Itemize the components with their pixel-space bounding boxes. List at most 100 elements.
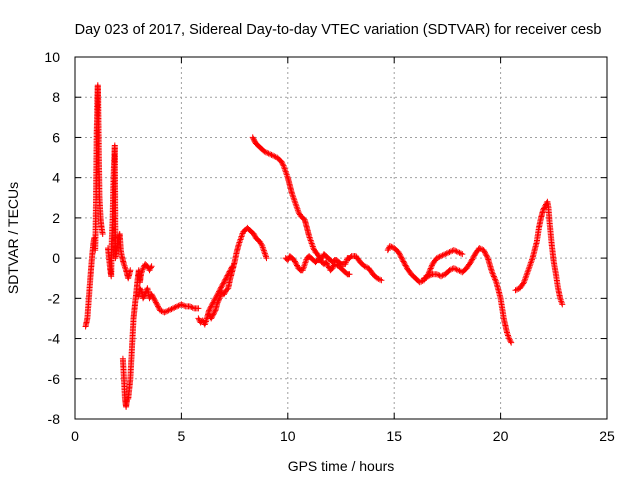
data-point	[175, 302, 182, 309]
data-point	[153, 300, 160, 307]
data-point	[457, 250, 464, 257]
data-point	[179, 302, 186, 308]
data-point	[251, 232, 258, 239]
data-point	[492, 277, 499, 284]
data-point	[450, 265, 457, 272]
data-point	[150, 294, 156, 300]
data-point	[195, 315, 202, 322]
data-point	[506, 336, 513, 343]
data-point	[155, 304, 162, 311]
data-point	[215, 298, 222, 304]
x-tick-label: 20	[493, 428, 509, 444]
data-point	[423, 273, 430, 280]
data-point	[483, 252, 490, 259]
data-point	[446, 249, 453, 256]
data-point	[377, 276, 383, 283]
data-point	[468, 257, 475, 264]
data-point	[291, 257, 298, 264]
data-point	[399, 257, 406, 264]
data-point	[258, 241, 265, 248]
data-point	[559, 301, 566, 308]
y-tick-label: 6	[52, 129, 60, 145]
data-point	[422, 274, 429, 281]
x-tick-label: 25	[599, 428, 615, 444]
x-tick-label: 10	[280, 428, 296, 444]
data-point	[211, 310, 217, 317]
data-point	[438, 273, 444, 280]
data-point	[278, 158, 285, 165]
data-point	[208, 315, 215, 322]
data-point	[361, 263, 368, 270]
data-point	[450, 247, 457, 254]
y-tick-label: -2	[48, 290, 61, 306]
data-point	[271, 153, 278, 160]
data-point	[435, 271, 442, 278]
plot-frame	[74, 56, 608, 420]
data-point	[263, 255, 270, 262]
data-point	[492, 276, 499, 283]
data-point	[489, 269, 496, 276]
data-point	[399, 255, 405, 262]
data-point	[374, 275, 381, 282]
data-point	[397, 253, 404, 260]
data-point	[208, 314, 215, 321]
data-point	[207, 304, 214, 311]
data-point	[508, 339, 515, 346]
data-point	[221, 279, 227, 286]
x-axis-label: GPS time / hours	[288, 458, 395, 474]
data-point	[445, 249, 452, 256]
y-axis-label: SDTVAR / TECUs	[5, 182, 21, 294]
data-point	[149, 292, 156, 299]
data-point	[188, 304, 195, 310]
data-point	[324, 261, 331, 268]
data-point	[459, 251, 466, 258]
data-point	[206, 306, 213, 313]
y-tick-label: 4	[52, 170, 60, 186]
data-point	[164, 308, 171, 315]
data-point	[400, 258, 407, 265]
y-tick-label: 0	[52, 250, 60, 266]
data-point	[292, 199, 299, 206]
data-point	[195, 305, 202, 312]
data-point	[329, 265, 336, 272]
data-point	[482, 249, 488, 256]
data-point	[480, 247, 487, 254]
data-point	[221, 290, 228, 296]
data-point	[210, 311, 217, 318]
data-point	[378, 277, 385, 284]
data-point	[513, 286, 520, 293]
data-point	[428, 271, 435, 278]
data-point	[147, 265, 154, 272]
data-point	[178, 301, 185, 308]
data-point	[520, 280, 527, 287]
data-point	[152, 299, 159, 306]
y-tick-label: -6	[48, 371, 61, 387]
data-point	[148, 263, 155, 270]
data-point	[127, 267, 134, 274]
data-point	[292, 259, 299, 266]
data-point	[396, 251, 403, 258]
data-point	[452, 265, 459, 272]
data-point	[540, 206, 547, 213]
data-point	[137, 286, 144, 293]
data-point	[155, 303, 161, 310]
grid	[75, 57, 607, 419]
data-point	[264, 149, 271, 156]
x-tick-label: 5	[178, 428, 186, 444]
data-point	[395, 249, 402, 256]
data-point	[453, 248, 460, 255]
data-point	[189, 304, 196, 311]
data-point	[443, 250, 450, 257]
data-point	[490, 273, 497, 280]
data-point	[442, 251, 449, 258]
data-point	[268, 151, 275, 158]
data-point	[440, 251, 447, 258]
data-point	[476, 245, 483, 252]
data-point	[323, 260, 330, 267]
data-point	[221, 291, 227, 298]
data-point	[435, 254, 442, 261]
data-point	[152, 298, 159, 304]
data-point	[398, 254, 405, 261]
